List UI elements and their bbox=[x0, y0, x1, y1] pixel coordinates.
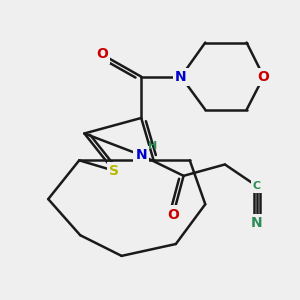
Text: O: O bbox=[96, 47, 108, 61]
Text: O: O bbox=[167, 208, 179, 222]
Text: O: O bbox=[258, 70, 270, 84]
Text: N: N bbox=[251, 216, 263, 230]
Text: N: N bbox=[135, 148, 147, 162]
Text: C: C bbox=[253, 181, 261, 191]
Text: N: N bbox=[175, 70, 187, 84]
Text: S: S bbox=[109, 164, 119, 178]
Text: H: H bbox=[148, 141, 157, 151]
